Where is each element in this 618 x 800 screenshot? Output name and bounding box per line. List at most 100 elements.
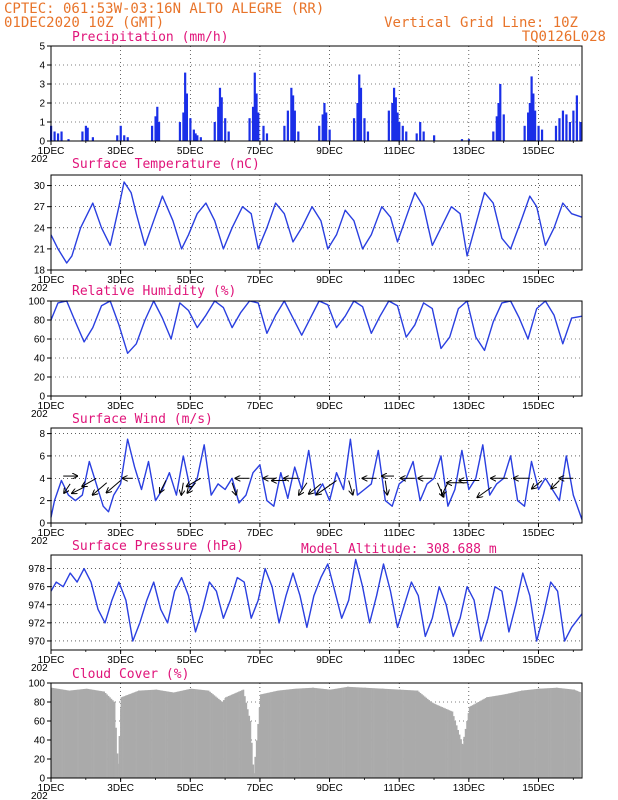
precip-bar (265, 133, 269, 141)
cloud-bar (393, 689, 396, 778)
cloud-bar (375, 688, 378, 778)
x-tick-label: 9DEC (316, 528, 343, 539)
cloud-bar (436, 705, 439, 778)
cloud-bar (555, 687, 558, 778)
precip-bar (392, 87, 396, 141)
cloud-bar (460, 739, 462, 778)
cloud-bar (184, 689, 187, 778)
cloud-bar (519, 690, 522, 778)
cloud-bar (258, 707, 261, 778)
x-tick-label: 7DEC (247, 783, 274, 794)
cloud-bar (542, 688, 545, 778)
precip-bar (359, 87, 363, 141)
cloud-bar (444, 708, 446, 778)
rh-line (50, 300, 583, 354)
cloud-bar (364, 687, 367, 778)
cloud-bar (407, 690, 410, 778)
cloud-bar (579, 692, 581, 778)
y-tick-label: 972 (28, 618, 45, 629)
precip-bar (499, 84, 502, 141)
x-tick-label: 5DEC (177, 146, 204, 157)
cloud-bar (159, 690, 162, 778)
cloud-bar (573, 689, 576, 778)
cloud-bar (255, 740, 258, 778)
x-tick-label: 13DEC (453, 146, 485, 157)
precip-bar (255, 93, 258, 141)
wind-arrow (181, 482, 183, 495)
cloud-bar (410, 690, 413, 778)
cloud-bar (409, 690, 412, 778)
y-tick-label: 976 (28, 582, 45, 593)
precip-bar (325, 112, 328, 141)
cloud-bar (301, 688, 304, 778)
cloud-bar (457, 729, 459, 778)
cloud-bar (430, 702, 433, 778)
cloud-bar (550, 688, 552, 778)
cloud-bar (567, 689, 570, 778)
precip-bar (527, 112, 530, 141)
cloud-bar (525, 690, 528, 778)
cloud-bar (138, 690, 140, 778)
cloud-bar (193, 689, 195, 778)
cloud-bar (58, 688, 61, 778)
cloud-bar (213, 695, 216, 778)
cloud-bar (300, 688, 303, 778)
y-tick-label: 30 (34, 181, 46, 192)
cloud-bar (72, 690, 75, 778)
y-tick-label: 970 (28, 636, 45, 647)
cloud-bar (233, 693, 236, 778)
cloud-bar (171, 692, 174, 778)
cloud-bar (206, 690, 208, 778)
cloud-bar (272, 691, 275, 778)
cloud-bar (248, 715, 251, 778)
cloud-bar (306, 688, 309, 778)
x-tick-label: 7DEC (247, 528, 274, 539)
precip-bar (253, 72, 256, 141)
x-tick-label: 5DEC (177, 275, 204, 286)
precip-bar (537, 125, 540, 141)
cloud-bar (483, 698, 486, 778)
panel-frame (50, 682, 583, 779)
x-tick-label: 11DEC (383, 275, 415, 286)
cloud-bar (336, 688, 339, 778)
wind-arrow (309, 483, 322, 494)
cloud-bar (455, 725, 458, 778)
precip-bar (196, 135, 199, 141)
cloud-bar (518, 691, 520, 778)
cloud-bar (214, 696, 217, 778)
precip-bar (497, 103, 500, 141)
cloud-bar (503, 694, 506, 778)
cloud-bar (307, 687, 310, 778)
cloud-bar (152, 689, 155, 778)
cloud-bar (117, 763, 119, 778)
y-tick-label: 2 (39, 496, 45, 507)
wind-arrow (93, 482, 108, 495)
cloud-bar (271, 691, 274, 778)
precip-bar (554, 125, 558, 141)
precip-bar (290, 87, 293, 141)
cloud-bar (486, 697, 488, 778)
precip-bar (184, 72, 187, 141)
cloud-bar (104, 693, 107, 778)
cloud-bar (168, 691, 171, 778)
x-tick-label: 13DEC (453, 401, 485, 412)
cloud-bar (109, 697, 111, 778)
cloud-bar (478, 701, 481, 778)
precip-bar (568, 122, 572, 141)
y-tick-label: 6 (39, 451, 45, 462)
cloud-bar (447, 709, 449, 778)
x-tick-label: 7DEC (247, 655, 274, 666)
cloud-bar (325, 689, 327, 778)
precip-bar (356, 103, 359, 141)
precip-bar (502, 114, 505, 141)
cloud-bar (344, 687, 346, 778)
cloud-bar (246, 709, 249, 778)
cloud-bar (339, 687, 342, 778)
cloud-bar (420, 694, 423, 778)
cloud-bar (402, 689, 404, 778)
cloud-bar (226, 696, 229, 778)
precip-bar (528, 103, 531, 141)
cloud-bar (185, 689, 188, 778)
precip-bar (352, 118, 356, 141)
header-code: TQ0126L028 (522, 29, 606, 45)
